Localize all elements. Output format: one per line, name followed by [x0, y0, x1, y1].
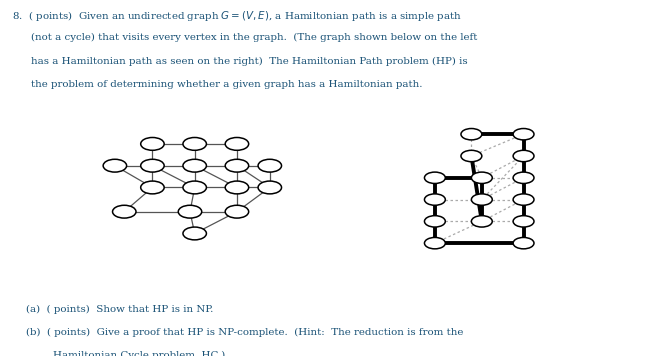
Circle shape: [513, 150, 534, 162]
Circle shape: [183, 159, 207, 172]
Circle shape: [424, 194, 445, 205]
Text: the problem of determining whether a given graph has a Hamiltonian path.: the problem of determining whether a giv…: [31, 80, 422, 89]
Circle shape: [424, 172, 445, 183]
Circle shape: [461, 129, 482, 140]
Text: (a)  ( points)  Show that HP is in NP.: (a) ( points) Show that HP is in NP.: [26, 304, 213, 314]
Circle shape: [424, 216, 445, 227]
Circle shape: [141, 159, 164, 172]
Circle shape: [513, 129, 534, 140]
Circle shape: [141, 181, 164, 194]
Text: has a Hamiltonian path as seen on the right)  The Hamiltonian Path problem (HP) : has a Hamiltonian path as seen on the ri…: [31, 57, 468, 66]
Circle shape: [225, 205, 248, 218]
Circle shape: [471, 194, 492, 205]
Circle shape: [471, 216, 492, 227]
Circle shape: [513, 194, 534, 205]
Circle shape: [513, 172, 534, 183]
Circle shape: [141, 137, 164, 150]
Circle shape: [513, 216, 534, 227]
Text: Hamiltonian Cycle problem, HC.): Hamiltonian Cycle problem, HC.): [53, 351, 226, 356]
Circle shape: [461, 150, 482, 162]
Text: (not a cycle) that visits every vertex in the graph.  (The graph shown below on : (not a cycle) that visits every vertex i…: [31, 33, 478, 42]
Circle shape: [178, 205, 201, 218]
Circle shape: [225, 159, 248, 172]
Circle shape: [183, 181, 207, 194]
Circle shape: [258, 181, 282, 194]
Circle shape: [424, 237, 445, 249]
Text: 8.  ( points)  Given an undirected graph $G = (V, E)$, a Hamiltonian path is a s: 8. ( points) Given an undirected graph $…: [12, 9, 462, 23]
Circle shape: [471, 172, 492, 183]
Circle shape: [183, 227, 207, 240]
Circle shape: [513, 237, 534, 249]
Circle shape: [258, 159, 282, 172]
Circle shape: [113, 205, 136, 218]
Circle shape: [103, 159, 126, 172]
Circle shape: [225, 181, 248, 194]
Circle shape: [183, 137, 207, 150]
Circle shape: [225, 137, 248, 150]
Text: (b)  ( points)  Give a proof that HP is NP-complete.  (Hint:  The reduction is f: (b) ( points) Give a proof that HP is NP…: [26, 328, 464, 337]
